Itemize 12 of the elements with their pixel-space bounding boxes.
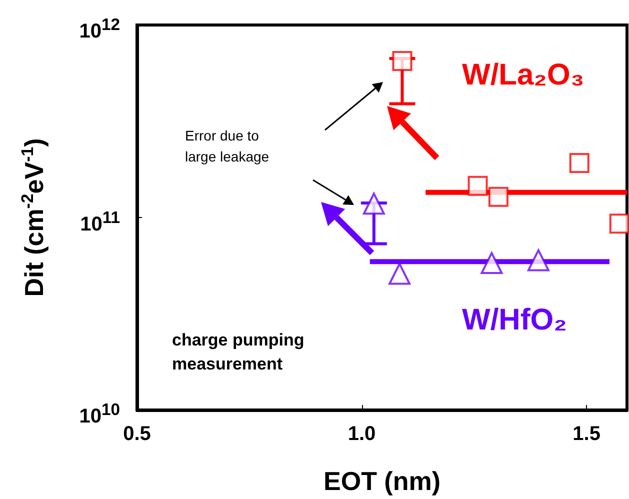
y-tick-label: 10$^{12}$ (79, 14, 120, 44)
x-axis-title: EOT (nm) (324, 466, 440, 496)
y-axis-title: Dit (cm-2eV-1) (18, 138, 49, 297)
annotation: charge pumping measurement (172, 330, 304, 374)
y-tick-label: 10$^{11}$ (80, 206, 120, 236)
annotation: Error due to large leakage (185, 128, 270, 164)
x-tick-label: 1.0 (348, 423, 376, 445)
x-tick-label: 0.5 (123, 423, 151, 445)
y-tick-label: 10$^{10}$ (79, 399, 120, 429)
series-label: W/HfO₂ (462, 304, 567, 336)
x-tick-label: 1.5 (572, 423, 600, 445)
series-label: W/La₂O₃ (462, 58, 584, 92)
